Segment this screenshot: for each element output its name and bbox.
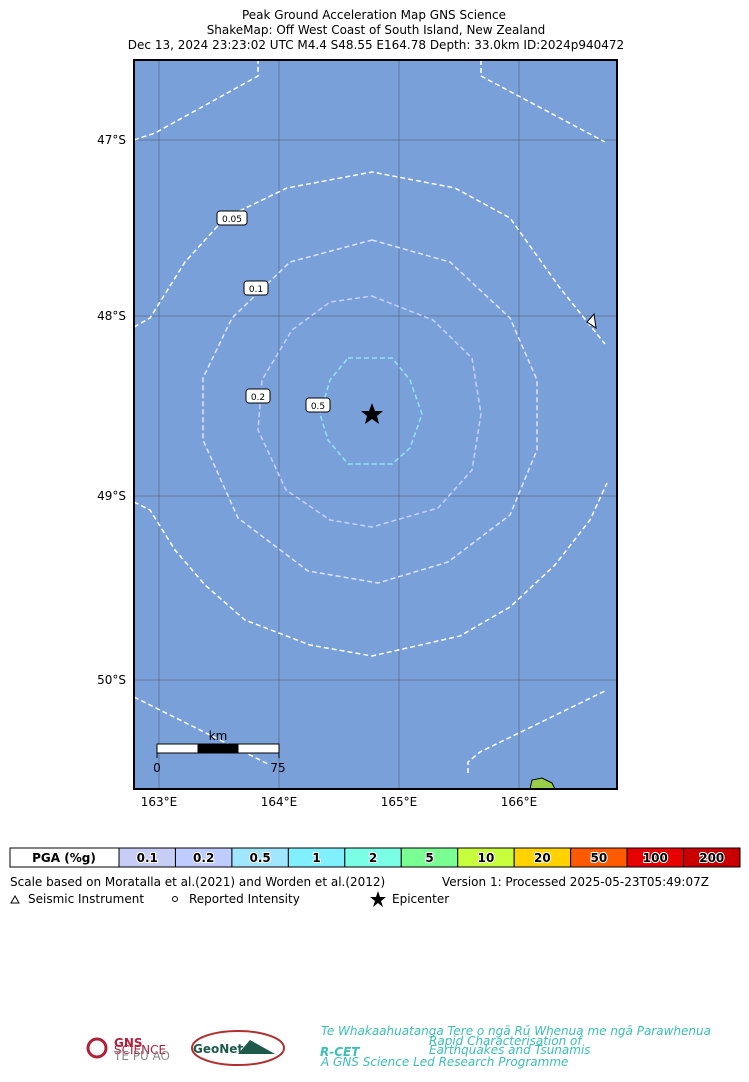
contour-label: 0.2 [251,393,265,403]
lon-label: 166°E [501,795,538,809]
ocean [134,60,617,789]
lat-label: 47°S [97,133,126,147]
scale-label: 75 [270,761,285,775]
logo-text: GeoNet [193,1042,243,1056]
scale-unit: km [209,729,228,743]
logo-text: Rapid Characterisation of [429,1034,583,1048]
logo-text: TE PŪ AO [113,1049,170,1063]
lon-label: 165°E [381,795,418,809]
contour-label-box [305,397,331,413]
legend-label: 100 [643,851,668,865]
legend-label: 200 [699,851,724,865]
logo-text: Earthquakes and Tsunamis [429,1043,591,1057]
legend-label: 0.5 [250,851,271,865]
instrument-icon [10,894,20,904]
scale-bar [197,743,239,754]
symbol-label: Seismic Instrument [28,892,144,906]
contour [133,171,608,657]
legend-cell [683,847,741,868]
lat-label: 50°S [97,673,126,687]
lon-label: 164°E [261,795,298,809]
logo-text: GNS [114,1036,143,1050]
logos: GNS SCIENCE TE PŪ AO GeoNet Te Whakaahua… [86,1024,711,1069]
island [586,312,597,330]
scale-note: Scale based on Moratalla et al.(2021) an… [10,875,385,889]
legend-label: 0.1 [137,851,158,865]
epicenter-icon [370,891,386,907]
legend-header: PGA (%g) [32,851,96,865]
legend-label: 20 [534,851,551,865]
version-note: Version 1: Processed 2025-05-23T05:49:07… [442,875,709,889]
contour-label: 0.5 [311,402,325,412]
pga-legend: PGA (%g) 0.1 0.2 0.5 1 2 5 10 20 50 100 200 [9,847,741,868]
contour-label: 0.1 [249,285,263,295]
lat-label: 48°S [97,309,126,323]
logo-text: A GNS Science Led Research Programme [320,1055,568,1069]
lon-label: 163°E [141,795,178,809]
legend-label: 2 [369,851,377,865]
logo-text: SCIENCE [114,1043,166,1057]
scale-bar [237,743,280,754]
event-info: Dec 13, 2024 23:23:02 UTC M4.4 S48.55 E1… [128,38,624,52]
contour [133,60,608,773]
symbol-label: Reported Intensity [189,892,300,906]
contour-label-box [243,280,269,296]
logo-text: Te Whakaahuatanga Tere o ngā Rū Whenua m… [321,1024,711,1038]
contour-label: 0.05 [222,215,242,225]
lat-label: 49°S [97,489,126,503]
epicenter [361,403,383,424]
title: Peak Ground Acceleration Map GNS Science [242,8,506,22]
subtitle: ShakeMap: Off West Coast of South Island… [207,23,546,37]
contour-label-box [245,388,271,404]
symbol-label: Epicenter [392,892,449,906]
contour [202,239,538,584]
scale-label: 0 [153,761,161,775]
intensity-icon [172,896,178,902]
geonet-mark [238,1040,275,1054]
geonet-mark [191,1030,285,1066]
contour [257,295,482,528]
legend-label: 50 [591,851,608,865]
legend-label: 5 [425,851,433,865]
map-frame [133,59,618,790]
legend-label: 0.2 [193,851,214,865]
scale-bar [156,743,199,754]
gns-mark [86,1037,108,1059]
legend-label: 10 [478,851,495,865]
logo-text: R-CET [320,1045,360,1059]
legend-label: 1 [312,851,320,865]
map: 0.05 0.1 0.2 0.5 km 0 75 [133,59,618,790]
contour-label-box [216,210,248,226]
